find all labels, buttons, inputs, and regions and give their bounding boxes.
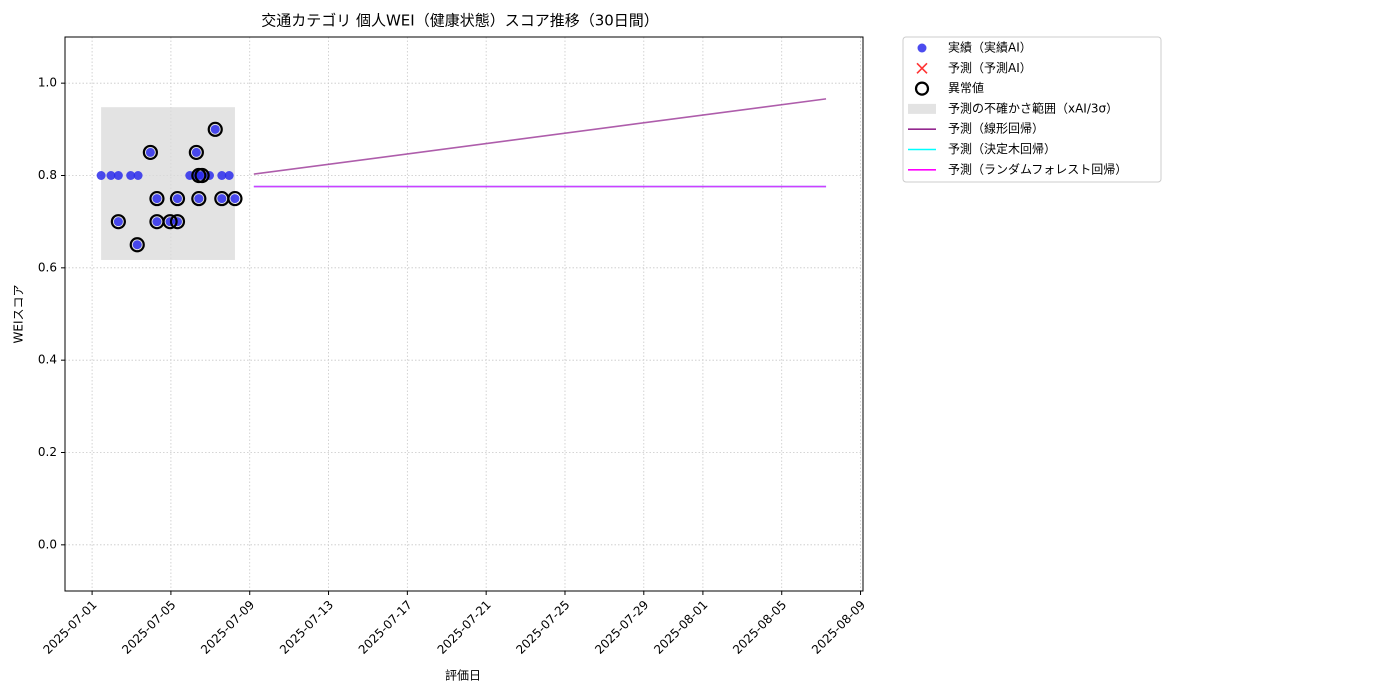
anomaly-ring — [142, 144, 158, 161]
actual-point — [133, 171, 143, 180]
x-tick-label: 2025-07-29 — [592, 598, 651, 657]
prediction-line — [253, 98, 827, 175]
anomaly-ring — [227, 190, 243, 207]
x-tick-label: 2025-07-21 — [435, 598, 494, 657]
legend-label: 予測の不確かさ範囲（xAI/3σ） — [948, 100, 1118, 115]
actual-point — [113, 171, 123, 180]
anomaly-ring — [129, 237, 145, 253]
x-tick-label: 2025-07-13 — [277, 598, 336, 657]
anomaly-ring — [191, 190, 207, 207]
actual-point — [210, 124, 220, 134]
y-tick-label: 0.6 — [38, 260, 57, 274]
legend-label: 予測（線形回帰） — [948, 121, 1044, 136]
anomaly-ring — [169, 190, 186, 207]
anomaly-ring — [162, 214, 178, 230]
x-tick-label: 2025-08-05 — [730, 598, 789, 657]
x-tick-label: 2025-07-01 — [40, 598, 99, 657]
legend-label: 予測（予測AI） — [948, 61, 1032, 75]
y-tick-label: 1.0 — [38, 76, 57, 90]
actual-point — [194, 194, 204, 204]
y-tick-label: 0.2 — [38, 445, 57, 459]
legend-marker — [914, 81, 930, 96]
actual-point — [113, 217, 123, 227]
legend-marker — [917, 43, 927, 53]
actual-point — [96, 171, 106, 180]
x-tick-label: 2025-07-25 — [513, 598, 572, 657]
anomaly-ring — [207, 121, 223, 137]
x-axis-label: 評価日 — [445, 668, 481, 683]
anomaly-ring — [110, 214, 126, 230]
actual-point — [152, 217, 162, 227]
y-tick-label: 0.0 — [38, 537, 57, 551]
chart-title: 交通カテゴリ 個人WEI（健康状態）スコア推移（30日間） — [261, 12, 659, 30]
actual-point — [191, 147, 201, 157]
plot-frame — [64, 36, 864, 592]
anomaly-ring — [194, 167, 210, 184]
actual-point — [132, 240, 142, 250]
actual-point — [152, 194, 162, 204]
y-tick-label: 0.4 — [38, 353, 57, 367]
actual-point — [106, 171, 116, 180]
legend-marker — [908, 103, 936, 114]
actual-point — [145, 147, 155, 157]
actual-point — [217, 171, 227, 180]
y-axis-label: WEIスコア — [12, 285, 26, 344]
legend-label: 異常値 — [948, 80, 984, 95]
legend-frame — [902, 36, 1162, 183]
actual-point — [230, 194, 240, 204]
actual-point — [172, 194, 182, 204]
x-tick-label: 2025-08-01 — [651, 598, 710, 657]
x-tick-label: 2025-07-17 — [356, 598, 415, 657]
anomaly-ring — [169, 214, 186, 230]
x-tick-label: 2025-07-05 — [119, 598, 178, 657]
legend-label: 実績（実績AI） — [948, 40, 1032, 55]
anomaly-ring — [149, 190, 165, 207]
actual-point — [217, 194, 227, 204]
legend-label: 予測（決定木回帰） — [948, 141, 1056, 156]
legend-marker — [916, 62, 928, 74]
y-tick-label: 0.8 — [38, 168, 57, 182]
actual-point — [224, 171, 234, 180]
anomaly-ring — [188, 144, 204, 161]
x-tick-label: 2025-07-09 — [198, 598, 257, 657]
actual-point — [126, 171, 136, 180]
legend-label: 予測（ランダムフォレスト回帰） — [948, 161, 1127, 176]
x-tick-label: 2025-08-09 — [809, 598, 868, 657]
